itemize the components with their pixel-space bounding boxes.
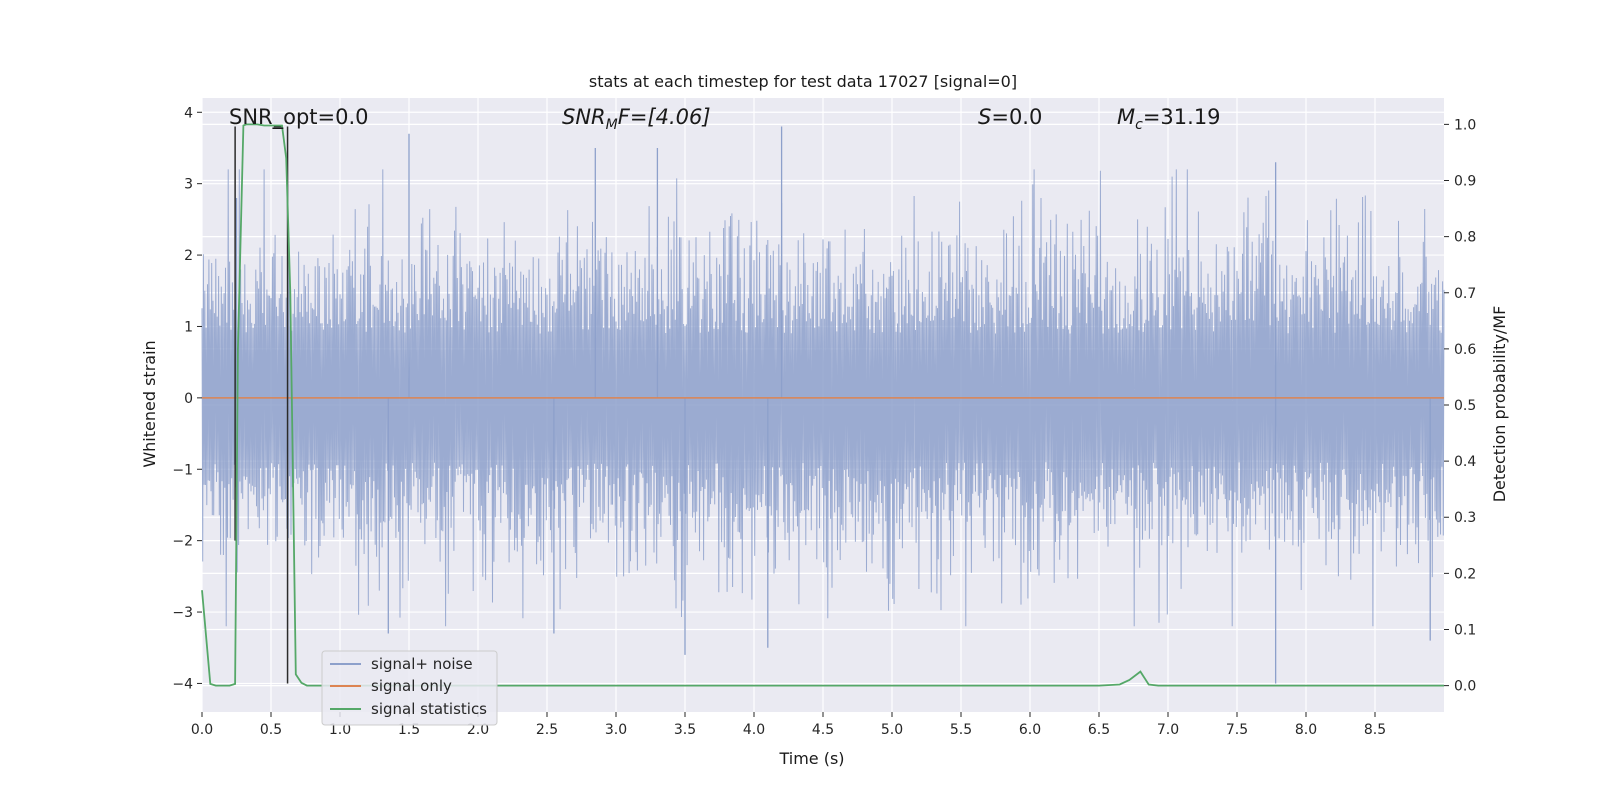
annotation-snr-mf: SNRMF=[4.06] xyxy=(562,105,711,133)
y2-axis-ticks: 1.0 0.9 0.8 0.7 0.6 0.5 0.4 0.3 0.2 0.1 0.0 xyxy=(1444,117,1476,695)
x-axis-ticks: 0.0 0.5 1.0 1.5 2.0 2.5 3.0 3.5 4.0 4.5 5.0 5.5 6.0 6… xyxy=(191,712,1386,738)
legend-label-signal-statistics: signal statistics xyxy=(371,700,487,718)
legend: signal+ noise signal only signal statist… xyxy=(321,650,498,726)
x-tick-label: 0.0 xyxy=(191,722,213,738)
y2-tick-label: 0.3 xyxy=(1454,510,1476,526)
y2-tick-label: 0.1 xyxy=(1454,622,1476,638)
x-tick-label: 2.5 xyxy=(536,722,558,738)
y-tick-label: 1 xyxy=(184,319,193,335)
y-tick-label: −4 xyxy=(172,676,193,692)
y-axis-ticks: 4 3 2 1 0 −1 −2 −3 −4 xyxy=(172,105,202,692)
x-tick-label: 3.0 xyxy=(605,722,627,738)
y-tick-label: 4 xyxy=(184,105,193,121)
x-tick-label: 7.5 xyxy=(1226,722,1248,738)
x-tick-label: 2.0 xyxy=(467,722,489,738)
x-tick-label: 0.5 xyxy=(260,722,282,738)
y-tick-label: −1 xyxy=(172,462,193,478)
x-tick-label: 5.5 xyxy=(950,722,972,738)
y2-tick-label: 0.2 xyxy=(1454,566,1476,582)
x-tick-label: 8.0 xyxy=(1295,722,1317,738)
y2-tick-label: 0.0 xyxy=(1454,679,1476,695)
signal-statistics-line xyxy=(201,123,1444,687)
legend-label-signal-noise: signal+ noise xyxy=(371,655,473,673)
x-tick-label: 4.5 xyxy=(812,722,834,738)
annotation-snr-opt: SNR_opt=0.0 xyxy=(229,105,369,130)
y2-tick-label: 0.7 xyxy=(1454,286,1476,302)
y2-tick-label: 1.0 xyxy=(1454,117,1476,133)
y-tick-label: −2 xyxy=(172,534,193,550)
legend-label-signal-only: signal only xyxy=(371,677,452,695)
x-tick-label: 1.0 xyxy=(329,722,351,738)
annotation-s: S=0.0 xyxy=(978,105,1042,129)
signal-noise-series xyxy=(201,126,1445,684)
x-axis-label: Time (s) xyxy=(778,749,844,768)
y-tick-label: 2 xyxy=(184,248,193,264)
x-tick-label: 7.0 xyxy=(1157,722,1179,738)
x-tick-label: 1.5 xyxy=(398,722,420,738)
y2-tick-label: 0.9 xyxy=(1454,174,1476,190)
x-tick-label: 8.5 xyxy=(1364,722,1386,738)
x-tick-label: 6.5 xyxy=(1088,722,1110,738)
x-tick-label: 4.0 xyxy=(743,722,765,738)
y-axis-label: Whitened strain xyxy=(140,340,159,467)
legend-box xyxy=(321,650,498,726)
y2-tick-label: 0.8 xyxy=(1454,230,1476,246)
chart-title: stats at each timestep for test data 170… xyxy=(589,72,1017,91)
x-tick-label: 6.0 xyxy=(1019,722,1041,738)
y-tick-label: 0 xyxy=(184,391,193,407)
x-tick-label: 3.5 xyxy=(674,722,696,738)
y-tick-label: 3 xyxy=(184,177,193,193)
signal-statistics-series xyxy=(201,123,1444,687)
y2-tick-label: 0.6 xyxy=(1454,342,1476,358)
y2-tick-label: 0.5 xyxy=(1454,398,1476,414)
y2-axis-label: Detection probability/MF xyxy=(1490,306,1509,503)
annotation-mc: Mc=31.19 xyxy=(1117,105,1221,133)
y-tick-label: −3 xyxy=(172,605,193,621)
y2-tick-label: 0.4 xyxy=(1454,454,1476,470)
x-tick-label: 5.0 xyxy=(881,722,903,738)
